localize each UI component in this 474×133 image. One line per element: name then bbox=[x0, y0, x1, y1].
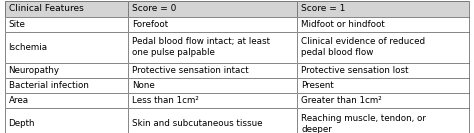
Text: Clinical Features: Clinical Features bbox=[9, 5, 83, 13]
Bar bbox=[128, 108, 297, 133]
Bar bbox=[128, 63, 297, 78]
Bar bbox=[297, 1, 469, 17]
Text: Depth: Depth bbox=[9, 119, 35, 128]
Text: None: None bbox=[132, 81, 155, 90]
Bar bbox=[5, 63, 128, 78]
Text: Area: Area bbox=[9, 96, 28, 105]
Bar bbox=[297, 17, 469, 32]
Text: Less than 1cm²: Less than 1cm² bbox=[132, 96, 199, 105]
Text: Site: Site bbox=[9, 20, 26, 29]
Text: Skin and subcutaneous tissue: Skin and subcutaneous tissue bbox=[132, 119, 262, 128]
Bar bbox=[128, 1, 297, 17]
Text: Clinical evidence of reduced
pedal blood flow: Clinical evidence of reduced pedal blood… bbox=[301, 37, 425, 57]
Bar bbox=[128, 93, 297, 108]
Bar bbox=[5, 78, 128, 93]
Bar bbox=[5, 108, 128, 133]
Bar bbox=[5, 32, 128, 63]
Bar bbox=[297, 32, 469, 63]
Text: Forefoot: Forefoot bbox=[132, 20, 168, 29]
Bar bbox=[5, 32, 128, 63]
Bar bbox=[128, 1, 297, 17]
Bar bbox=[5, 17, 128, 32]
Text: Greater than 1cm²: Greater than 1cm² bbox=[301, 96, 382, 105]
Bar bbox=[297, 63, 469, 78]
Bar bbox=[128, 93, 297, 108]
Text: Bacterial infection: Bacterial infection bbox=[9, 81, 89, 90]
Bar bbox=[297, 78, 469, 93]
Bar bbox=[5, 93, 128, 108]
Bar bbox=[297, 1, 469, 17]
Bar bbox=[297, 63, 469, 78]
Bar bbox=[128, 17, 297, 32]
Bar bbox=[5, 1, 128, 17]
Bar bbox=[5, 93, 128, 108]
Text: Score = 0: Score = 0 bbox=[132, 5, 176, 13]
Bar bbox=[297, 17, 469, 32]
Bar bbox=[5, 78, 128, 93]
Bar bbox=[297, 78, 469, 93]
Bar bbox=[297, 93, 469, 108]
Text: Midfoot or hindfoot: Midfoot or hindfoot bbox=[301, 20, 385, 29]
Text: Reaching muscle, tendon, or
deeper: Reaching muscle, tendon, or deeper bbox=[301, 114, 426, 133]
Bar bbox=[128, 32, 297, 63]
Bar bbox=[128, 63, 297, 78]
Bar bbox=[5, 17, 128, 32]
Text: Present: Present bbox=[301, 81, 334, 90]
Bar bbox=[297, 32, 469, 63]
Bar bbox=[128, 108, 297, 133]
Bar bbox=[128, 17, 297, 32]
Text: Score = 1: Score = 1 bbox=[301, 5, 346, 13]
Text: Pedal blood flow intact; at least
one pulse palpable: Pedal blood flow intact; at least one pu… bbox=[132, 37, 270, 57]
Text: Protective sensation intact: Protective sensation intact bbox=[132, 66, 248, 75]
Bar bbox=[128, 32, 297, 63]
Bar bbox=[297, 108, 469, 133]
Bar bbox=[297, 93, 469, 108]
Bar bbox=[5, 1, 128, 17]
Bar bbox=[297, 108, 469, 133]
Text: Protective sensation lost: Protective sensation lost bbox=[301, 66, 409, 75]
Bar bbox=[5, 108, 128, 133]
Bar bbox=[5, 63, 128, 78]
Text: Neuropathy: Neuropathy bbox=[9, 66, 60, 75]
Bar bbox=[128, 78, 297, 93]
Text: Ischemia: Ischemia bbox=[9, 43, 48, 52]
Bar bbox=[128, 78, 297, 93]
